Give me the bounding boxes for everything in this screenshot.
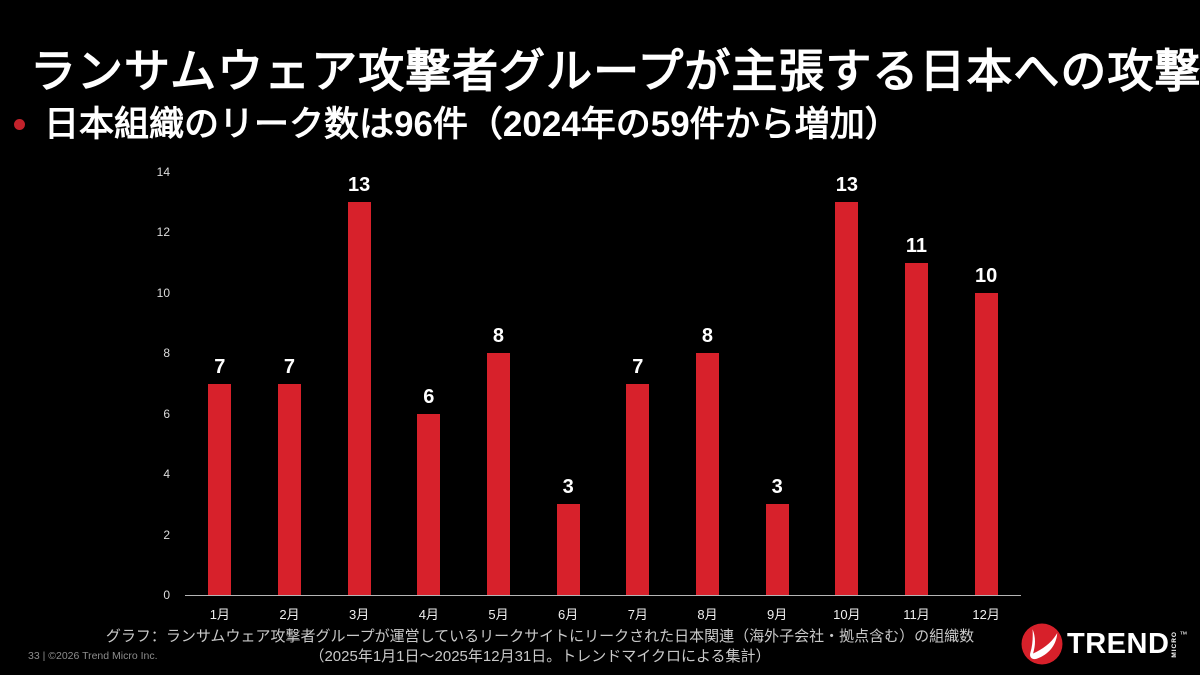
- bar-column: 3 6月: [533, 172, 603, 622]
- bullet-row: 日本組織のリーク数は96件（2024年の59件から増加）: [14, 96, 900, 147]
- page-title: ランサムウェア攻撃者グループが主張する日本への攻撃: [30, 44, 1200, 97]
- x-axis-label: 3月: [349, 607, 370, 622]
- bar-column: 7 7月: [603, 172, 673, 622]
- bar: [556, 504, 580, 595]
- bar-column: 7 1月: [185, 172, 255, 622]
- plot-area: 7 1月 7 2月 13 3月 6 4月 8 5月 3 6月 7 7月 8 8月 3 9月 13 10月 11 11月 10…: [185, 172, 1021, 622]
- logo-trend-text: TREND: [1067, 628, 1170, 660]
- y-axis-tick-label: 10: [156, 285, 170, 300]
- bar-column: 13 3月: [324, 172, 394, 622]
- x-axis-label: 1月: [209, 607, 230, 622]
- y-axis-tick-label: 8: [163, 346, 170, 361]
- chart-caption: グラフ：ランサムウェア攻撃者グループが運営しているリークサイトにリークされた日本…: [60, 627, 1020, 667]
- bar-value-label: 3: [562, 476, 574, 499]
- bar: [486, 353, 510, 595]
- y-axis-tick-label: 14: [156, 165, 170, 179]
- bar-column: 8 8月: [673, 172, 743, 622]
- bar: [347, 202, 371, 595]
- bar: [626, 383, 650, 595]
- bar-value-label: 6: [423, 385, 435, 408]
- x-axis-label: 8月: [697, 607, 718, 622]
- bar-value-label: 8: [492, 325, 505, 348]
- bar-column: 13 10月: [812, 172, 882, 622]
- bullet-icon: [14, 119, 25, 130]
- slide-footer: 33 | ©2026 Trend Micro Inc.: [28, 650, 158, 662]
- bar-value-label: 10: [975, 264, 998, 287]
- y-axis-tick-label: 6: [163, 406, 170, 421]
- x-axis-label: 7月: [627, 607, 648, 622]
- bar: [904, 262, 928, 595]
- trend-micro-ball-icon: [1021, 623, 1063, 665]
- trend-micro-logo: TREND MICRO ™: [1021, 623, 1187, 665]
- x-axis-label: 4月: [418, 607, 439, 622]
- bar-column: 6 4月: [394, 172, 464, 622]
- x-axis-label: 2月: [279, 607, 300, 622]
- bar: [417, 413, 441, 595]
- bar-value-label: 11: [905, 234, 928, 257]
- bar: [765, 504, 789, 595]
- bar: [277, 383, 301, 595]
- bullet-text: 日本組織のリーク数は96件（2024年の59件から増加）: [44, 105, 900, 144]
- y-axis-tick-label: 2: [163, 527, 170, 542]
- x-axis-label: 12月: [972, 607, 1000, 622]
- x-axis-label: 11月: [903, 607, 930, 622]
- logo-micro-text: MICRO: [1171, 630, 1179, 658]
- bar-column: 8 5月: [464, 172, 534, 622]
- bar-value-label: 8: [701, 325, 714, 348]
- bar-value-label: 13: [348, 174, 371, 197]
- bar-value-label: 7: [632, 355, 644, 378]
- bar: [974, 292, 998, 595]
- bar-column: 3 9月: [742, 172, 812, 622]
- bar: [835, 202, 859, 595]
- bar-value-label: 3: [771, 476, 783, 499]
- y-axis: 0 2 4 6 8 10 12 14: [128, 165, 178, 602]
- bar: [208, 383, 232, 595]
- bar-value-label: 7: [214, 355, 226, 378]
- chart-caption-line2: （2025年1月1日～2025年12月31日。トレンドマイクロによる集計）: [309, 648, 771, 665]
- y-axis-tick-label: 0: [163, 588, 170, 602]
- bar-column: 7 2月: [255, 172, 325, 622]
- bar-value-label: 13: [835, 174, 858, 197]
- x-axis-label: 6月: [558, 607, 579, 622]
- logo-tm-mark: ™: [1179, 630, 1188, 639]
- x-axis-label: 10月: [833, 607, 861, 622]
- bar: [695, 353, 719, 595]
- y-axis-tick-label: 4: [163, 467, 170, 482]
- chart-caption-line1: グラフ：ランサムウェア攻撃者グループが運営しているリークサイトにリークされた日本…: [105, 628, 975, 645]
- bar-column: 11 11月: [882, 172, 952, 622]
- bar-column: 10 12月: [951, 172, 1021, 622]
- x-axis-label: 9月: [767, 607, 788, 622]
- y-axis-tick-label: 12: [156, 225, 170, 240]
- bar-value-label: 7: [283, 355, 296, 378]
- x-axis-label: 5月: [488, 607, 509, 622]
